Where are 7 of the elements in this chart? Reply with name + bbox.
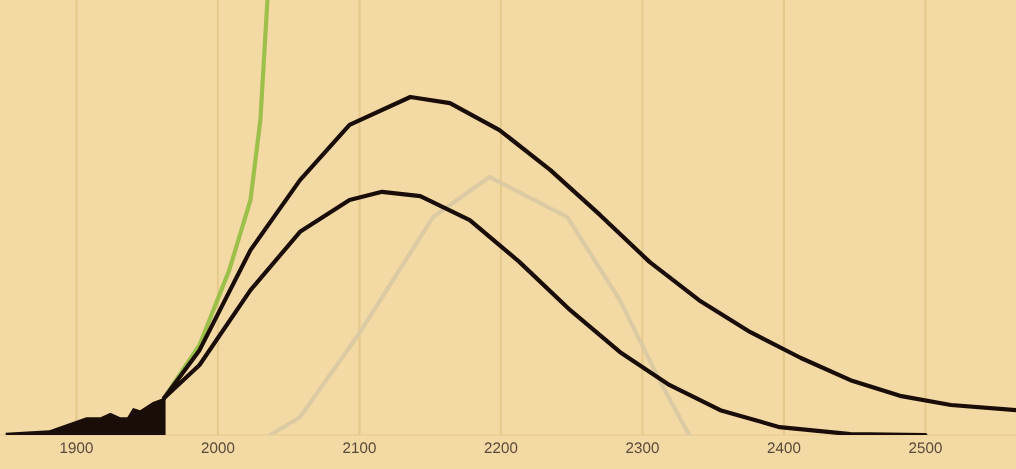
x-tick-label: 2000: [201, 442, 235, 454]
x-tick-label: 2400: [767, 442, 801, 454]
x-tick-label: 2100: [343, 442, 376, 454]
x-tick-label: 2200: [484, 442, 518, 454]
x-tick-label: 1900: [60, 442, 93, 454]
x-tick-label: 2500: [909, 442, 942, 454]
x-tick-label: 2300: [626, 442, 659, 454]
